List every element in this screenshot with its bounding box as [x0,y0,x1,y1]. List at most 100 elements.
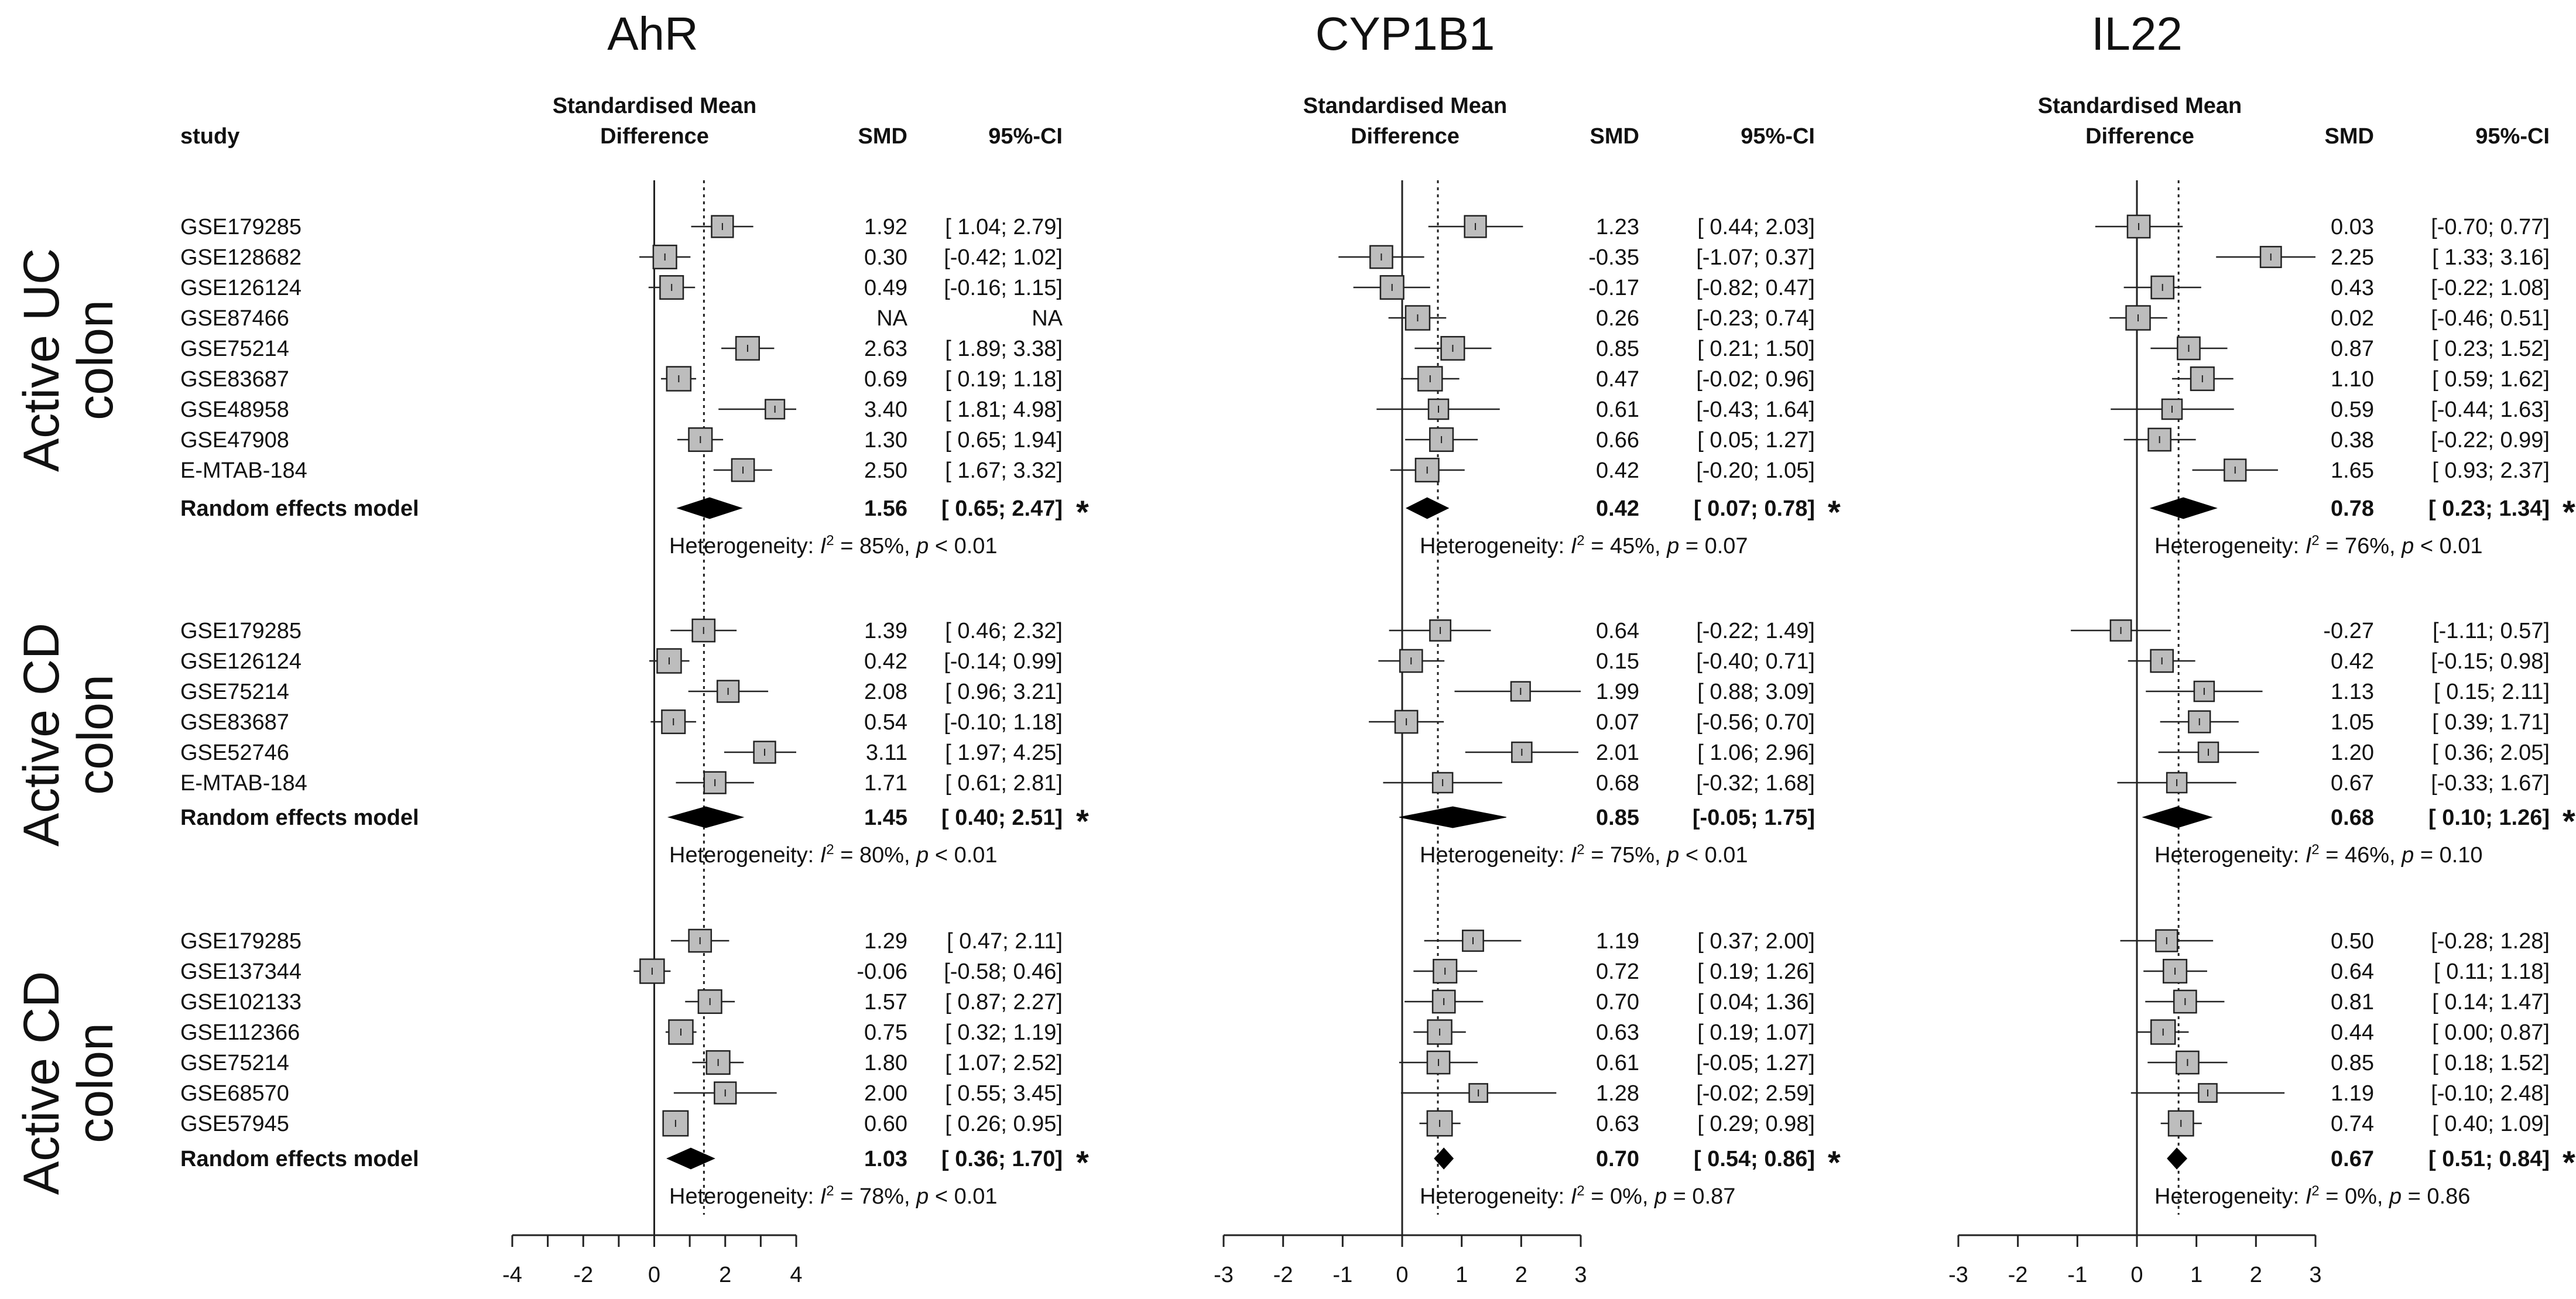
heterogeneity-part: Heterogeneity: [2154,534,2306,558]
ci-value: [ 0.18; 1.52] [2432,1051,2550,1075]
x-tick-label: -2 [1273,1263,1293,1287]
heterogeneity-part: p [2401,843,2414,868]
smd-value: 0.67 [2331,771,2374,796]
smd-value: 0.07 [1596,710,1639,735]
smd-value: 1.99 [1596,680,1639,704]
ci-value: [-0.02; 0.96] [1696,367,1815,392]
pooled-effect-diamond [2167,1147,2188,1170]
pooled-ci-value: [ 0.54; 0.86] [1694,1147,1815,1171]
ci-value: [ 0.88; 3.09] [1697,680,1815,704]
study-name: GSE112366 [180,1020,300,1045]
ci-value: [-0.58; 0.46] [944,959,1063,984]
ci-value: [-0.10; 2.48] [2431,1081,2550,1106]
row-group-label-line2: colon [67,1023,124,1143]
heterogeneity-part: p [1654,1184,1667,1209]
heterogeneity-text: Heterogeneity: I2 = 75%, p < 0.01 [1420,842,1748,868]
heterogeneity-part: = 46%, [2320,843,2402,868]
smd-value: 1.39 [864,619,907,643]
header-study: study [180,124,239,149]
heterogeneity-part: = 0%, [1585,1184,1654,1209]
ci-value: [ 1.89; 3.38] [945,337,1063,361]
ci-value: [ 0.96; 3.21] [945,680,1063,704]
heterogeneity-part: 2 [2311,1183,2319,1199]
smd-value: 0.47 [1596,367,1639,392]
x-tick-label: 1 [1455,1263,1468,1287]
smd-value: 0.02 [2331,306,2374,331]
pooled-effect-diamond [1406,497,1450,519]
pooled-ci-value: [-0.05; 1.75] [1693,806,1815,830]
heterogeneity-part: = 0.10 [2414,843,2482,868]
x-tick-label: 3 [2309,1263,2321,1287]
smd-value: 0.75 [864,1020,907,1045]
heterogeneity-part: p [916,1184,929,1209]
smd-value: 3.11 [866,741,907,765]
heterogeneity-part: 2 [1577,533,1584,549]
ci-value: [-0.40; 0.71] [1696,649,1815,674]
smd-value: 0.70 [1596,990,1639,1014]
smd-value: 1.92 [864,215,907,239]
pooled-ci-value: [ 0.40; 2.51] [941,806,1063,830]
smd-value: 1.28 [1596,1081,1639,1106]
x-tick-label: 0 [2130,1263,2143,1287]
row-group-label-line2: colon [67,300,124,420]
study-name: GSE75214 [180,337,289,361]
heterogeneity-text: Heterogeneity: I2 = 46%, p = 0.10 [2154,842,2483,868]
heterogeneity-text: Heterogeneity: I2 = 80%, p < 0.01 [669,842,998,868]
smd-value: 1.19 [1596,929,1639,954]
study-effect-square [1462,930,1484,952]
header-smd-title-line1: Standardised Mean [553,94,756,118]
ci-value: [ 0.05; 1.27] [1697,428,1815,453]
study-name: GSE47908 [180,428,289,453]
smd-value: -0.06 [857,959,907,984]
study-effect-square [2176,1050,2200,1075]
study-effect-square [1464,215,1487,238]
ci-value: [-0.56; 0.70] [1696,710,1815,735]
model-label: Random effects model [180,496,419,521]
x-tick-label: -2 [573,1263,593,1287]
study-name: GSE126124 [180,649,302,674]
study-name: GSE179285 [180,619,302,643]
ci-value: [ 0.04; 1.36] [1697,990,1815,1014]
heterogeneity-part: = 0.86 [2402,1184,2470,1209]
panel-title: CYP1B1 [1316,8,1495,60]
pooled-smd-value: 0.70 [1596,1147,1639,1171]
study-name: GSE179285 [180,929,302,954]
heterogeneity-part: 2 [1577,1183,1584,1199]
x-tick-label: 2 [2250,1263,2262,1287]
study-name: GSE137344 [180,959,302,984]
study-name: GSE57945 [180,1112,289,1136]
ci-value: [ 0.87; 2.27] [945,990,1063,1014]
pooled-smd-value: 0.78 [2331,496,2374,521]
study-name: E-MTAB-184 [180,771,307,796]
smd-value: 0.85 [1596,337,1639,361]
heterogeneity-part: I [1571,534,1577,558]
heterogeneity-part: < 0.01 [929,1184,997,1209]
study-name: GSE126124 [180,276,302,300]
smd-value: 0.63 [1596,1112,1639,1136]
smd-value: 0.42 [2331,649,2374,674]
x-tick-label: -3 [1948,1263,1968,1287]
study-effect-square [735,335,760,361]
heterogeneity-part: 2 [826,533,834,549]
ci-value: [ 0.19; 1.26] [1697,959,1815,984]
header-smd-title-line2: Difference [2085,124,2194,149]
pooled-effect-diamond [667,806,745,828]
ci-value: [-0.28; 1.28] [2431,929,2550,954]
heterogeneity-part: < 0.01 [929,843,997,868]
smd-value: 1.80 [864,1051,907,1075]
forest-panel-ahr: AhR study Standardised Mean Difference SMD 95… [180,8,1089,1287]
ci-value: [-0.82; 0.47] [1696,276,1815,300]
x-tick-label: -3 [1214,1263,1234,1287]
study-effect-square [765,399,786,420]
heterogeneity-text: Heterogeneity: I2 = 45%, p = 0.07 [1420,533,1748,558]
ci-value: [ 0.36; 2.05] [2432,741,2550,765]
heterogeneity-part: 2 [826,1183,834,1199]
smd-value: NA [876,306,907,331]
ci-value: [-0.05; 1.27] [1696,1051,1815,1075]
heterogeneity-part: p [1666,843,1679,868]
heterogeneity-part: Heterogeneity: [669,534,820,558]
header-smd-title-line2: Difference [600,124,709,149]
heterogeneity-part: = 45%, [1585,534,1667,558]
header-ci: 95%-CI [1741,124,1815,149]
x-tick-label: 2 [719,1263,731,1287]
